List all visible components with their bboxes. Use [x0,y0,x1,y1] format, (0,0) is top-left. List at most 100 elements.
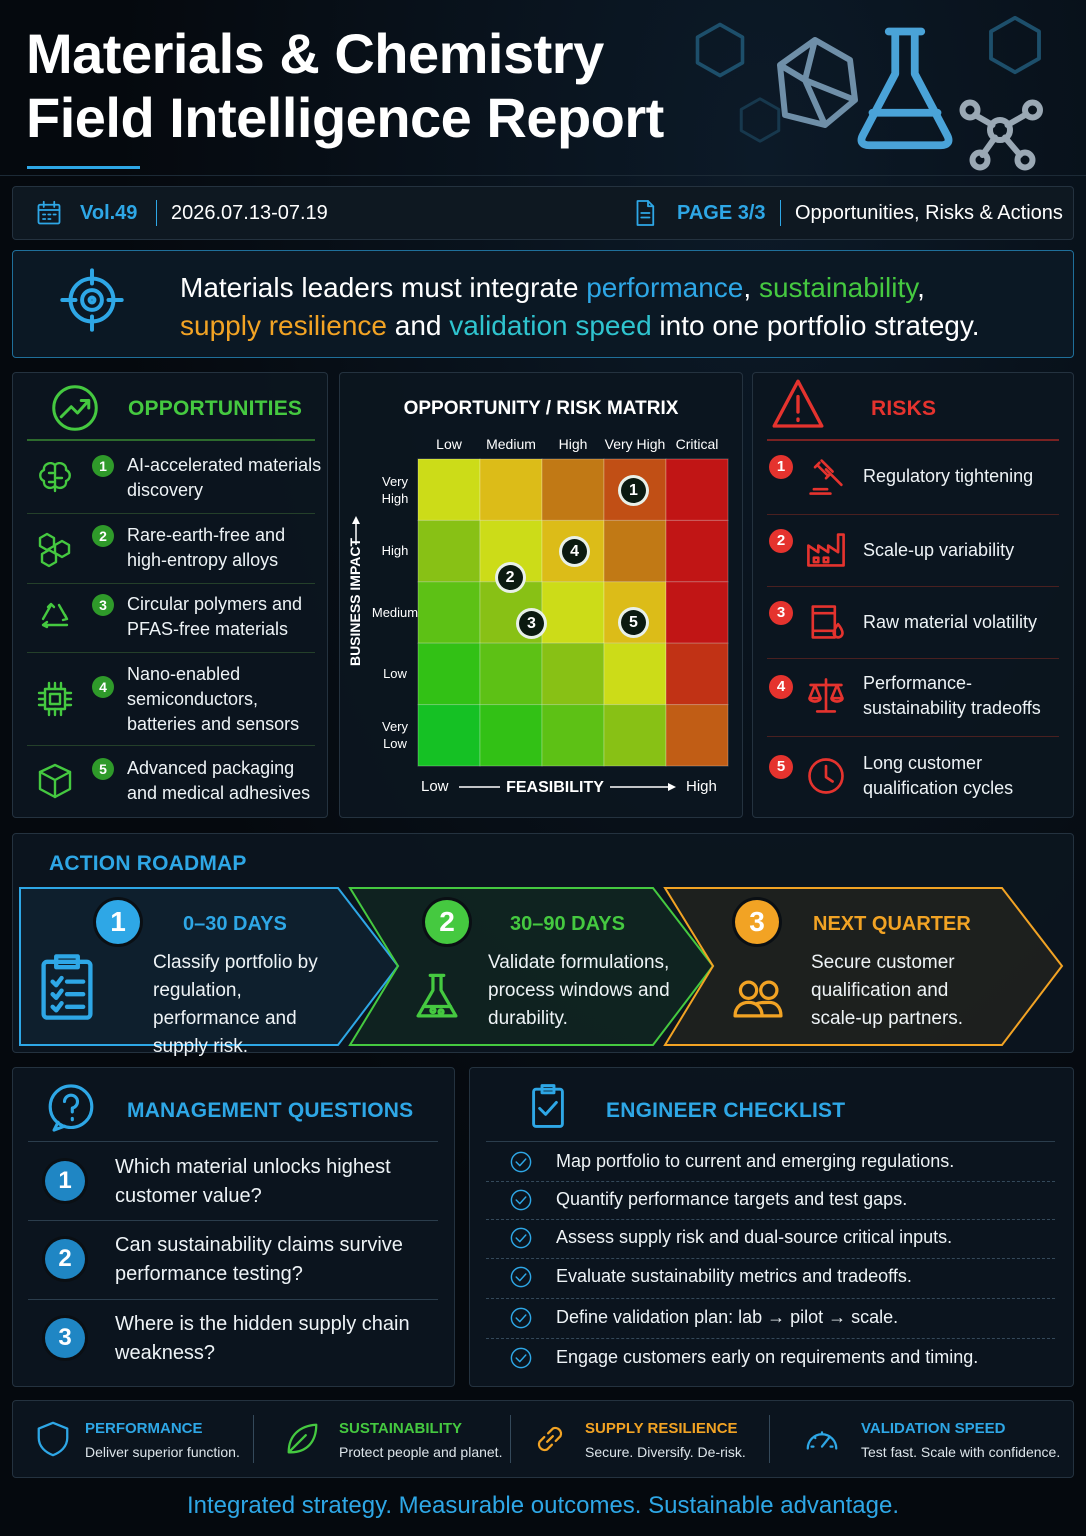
dashed-divider [486,1219,1055,1220]
roadmap-icon [733,980,783,1018]
number-badge: 3 [518,611,544,637]
icon-shape [972,112,1028,158]
number-badge: 2 [92,525,114,547]
icon-shape [989,15,1041,75]
risks-panel: RISKS [752,372,1074,818]
icon-shape [38,770,72,799]
check-icon [510,1266,532,1288]
questions-icon [48,1084,94,1132]
divider [767,658,1059,659]
icon-shape [1014,149,1036,171]
matrix-column-label: Very High [604,436,666,452]
deco-crystal [777,37,858,128]
icon-shape [515,1354,527,1363]
opportunity-text: AI-accelerated materials discovery [127,455,322,500]
risks-icon [772,379,824,428]
icon-shape [48,692,62,706]
divider [27,652,315,653]
icon-shape [43,687,67,711]
dashed-divider [486,1297,1055,1299]
title-line: Materials & Chemistry [26,22,604,85]
risk-text: Raw material volatility [863,612,1038,632]
icon-shape [50,975,86,1013]
separator [780,200,781,226]
icon-shape [857,27,953,150]
icon-shape [41,959,93,1020]
headline-box: Materials leaders must integrate perform… [12,250,1074,358]
number-badge: 4 [769,675,793,699]
opportunity-text: Nano-enabled semiconductors, batteries a… [127,664,300,734]
checklist-item: Map portfolio to current and emerging re… [556,1151,955,1171]
divider [27,745,315,746]
matrix-row-label: High [381,543,409,559]
icon-shape [437,1008,445,1016]
number-badge: 3 [45,1318,85,1358]
pillar-icon [537,1426,563,1452]
matrix-column-label: Medium [486,436,536,452]
number-badge: 2 [497,564,523,590]
icon-shape [959,99,981,121]
risk-text: Scale-up variability [863,540,1015,560]
deco-hex [739,97,781,143]
number-badge: 1 [769,455,793,479]
icon-shape [772,379,824,428]
dashed-divider [486,1338,1055,1339]
question-text: Which material unlocks highest customer … [115,1156,391,1207]
check-icon [510,1347,532,1369]
matrix-row-label: Medium [371,604,419,620]
matrix-row-label: Very Low [381,719,408,752]
page-number: PAGE 3/3 [677,202,766,224]
pillar-title: VALIDATION SPEED [861,1420,1006,1437]
number-badge: 3 [92,594,114,616]
icon-shape [759,980,779,1000]
icon-shape [738,980,759,1000]
icon-shape [640,200,655,219]
icon-shape [812,556,820,564]
number-badge: 3 [769,601,793,625]
icon-shape [54,954,80,970]
icon-shape [739,97,781,143]
number-badge: 5 [769,755,793,779]
icon-shape [515,1314,527,1323]
check-icon [510,1307,532,1329]
headline-segment: performance [586,272,744,303]
opportunity-icon [38,532,71,568]
divider [27,439,315,441]
roadmap-text: Validate formulations, process windows a… [488,952,670,1029]
icon-shape [987,117,1013,143]
icon-shape [37,681,73,717]
matrix-row-label: Low [383,665,407,681]
icon-shape [429,1006,437,1015]
number-badge: 2 [769,529,793,553]
calendar-icon [37,200,61,225]
checklist-item: Engage customers early on requirements a… [556,1347,979,1367]
matrix-column-label: Critical [675,436,719,452]
divider [767,736,1059,737]
roadmap-period: 0–30 DAYS [183,913,287,935]
pillar-icon [287,1423,318,1454]
opportunity-text: Circular polymers and PFAS-free material… [127,594,303,639]
pillar-text: Deliver superior function. [85,1444,240,1460]
checklist-item: Assess supply risk and dual-source criti… [556,1227,953,1247]
divider [28,1220,438,1221]
pillar-text: Secure. Diversify. De-risk. [585,1444,746,1460]
icon-shape [37,1421,69,1457]
headline-segment: supply resilience [180,310,387,341]
section-name: Opportunities, Risks & Actions [795,202,1063,224]
divider [28,1141,438,1142]
icon-shape [515,1158,527,1167]
icon-shape [822,556,830,564]
opportunity-text: Advanced packaging and medical adhesives [127,758,311,803]
matrix-y-label: BUSINESS IMPACT [347,537,363,667]
icon-shape [80,288,104,312]
document-icon [636,200,655,226]
risk-text: Performance-sustainability tradeoffs [863,673,1041,718]
headline-segment: , [743,272,759,303]
divider [767,439,1059,441]
section-title: ACTION ROADMAP [49,852,247,875]
checklist-icon [532,1084,564,1128]
opportunities-icon [52,385,98,431]
icon-shape [811,605,837,639]
checklist-item: Define validation plan: lab → pilot → sc… [556,1307,899,1327]
